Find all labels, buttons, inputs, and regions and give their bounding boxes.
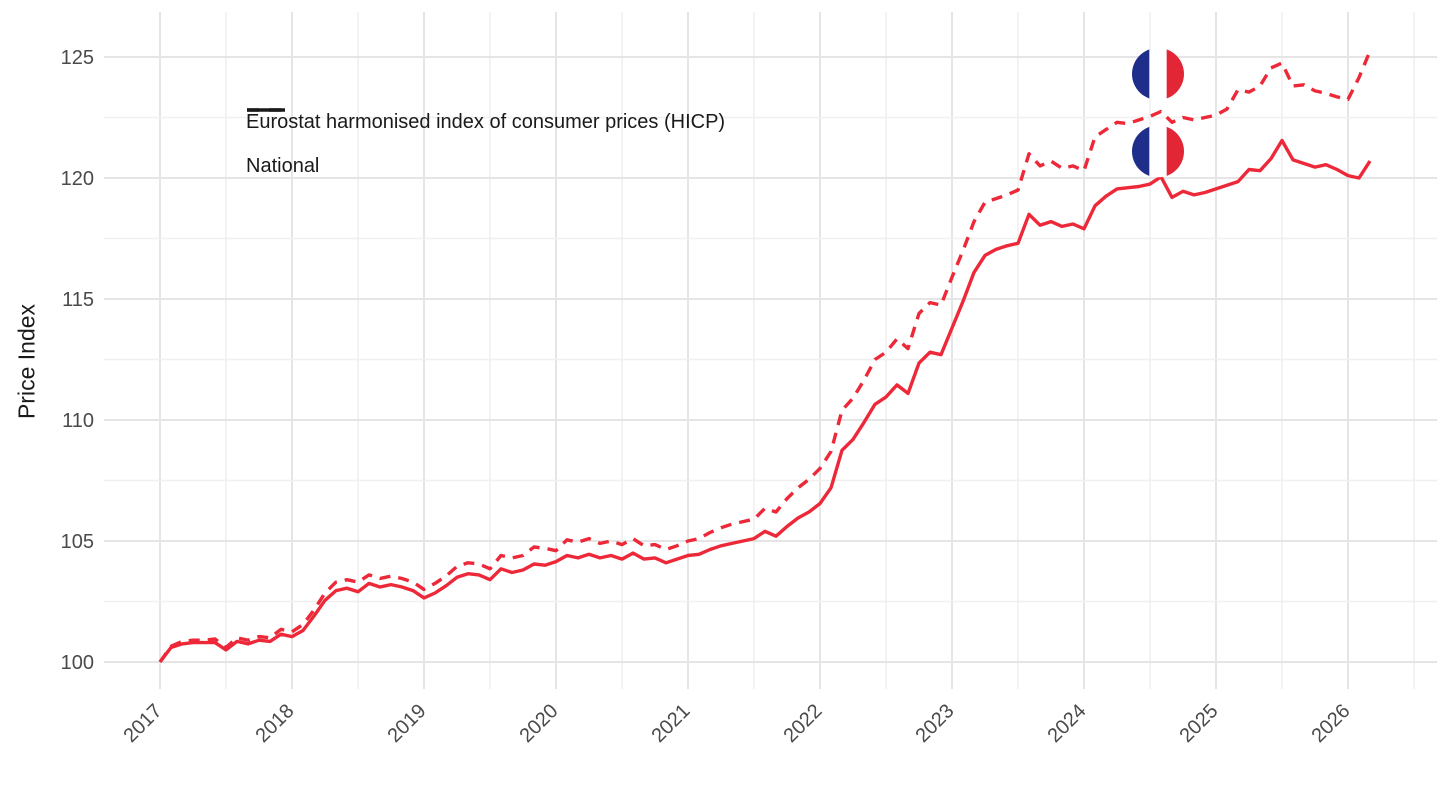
legend-label-hicp: Eurostat harmonised index of consumer pr… bbox=[246, 110, 726, 133]
flag-stripe bbox=[1132, 47, 1150, 100]
x-tick-label: 2019 bbox=[384, 700, 431, 747]
x-tick-label: 2025 bbox=[1176, 700, 1223, 747]
flag-stripe bbox=[1149, 47, 1168, 100]
legend-key-solid-line bbox=[247, 108, 285, 112]
legend-item-national: National bbox=[246, 108, 725, 182]
x-tick-label: 2026 bbox=[1308, 700, 1355, 747]
france-flag-icon-national bbox=[1132, 125, 1184, 178]
y-tick-label: 110 bbox=[62, 410, 94, 432]
flag-stripe bbox=[1149, 125, 1168, 178]
x-tick-label: 2024 bbox=[1044, 700, 1091, 747]
flag-stripe bbox=[1132, 125, 1150, 178]
hicp-line bbox=[158, 50, 1372, 663]
y-axis-title: Price Index bbox=[13, 303, 40, 420]
legend-item-hicp: Eurostat harmonised index of consumer pr… bbox=[246, 106, 725, 138]
y-tick-label: 120 bbox=[61, 168, 94, 190]
x-tick-label: 2017 bbox=[120, 700, 167, 747]
legend-label-national: National bbox=[246, 154, 320, 177]
y-tick-label: 100 bbox=[61, 652, 94, 674]
x-tick-label: 2022 bbox=[780, 700, 827, 747]
national-line bbox=[158, 138, 1372, 664]
x-tick-label: 2018 bbox=[252, 700, 299, 747]
y-tick-label: 125 bbox=[61, 47, 94, 69]
flag-stripe bbox=[1166, 47, 1184, 100]
x-tick-label: 2020 bbox=[516, 700, 563, 747]
y-tick-label: 105 bbox=[61, 531, 94, 553]
france-flag-icon-hicp bbox=[1132, 47, 1184, 100]
x-tick-label: 2023 bbox=[912, 700, 959, 747]
x-tick-label: 2021 bbox=[648, 700, 695, 747]
flag-stripe bbox=[1166, 125, 1184, 178]
y-tick-label: 115 bbox=[62, 289, 94, 311]
legend: Eurostat harmonised index of consumer pr… bbox=[246, 106, 725, 182]
